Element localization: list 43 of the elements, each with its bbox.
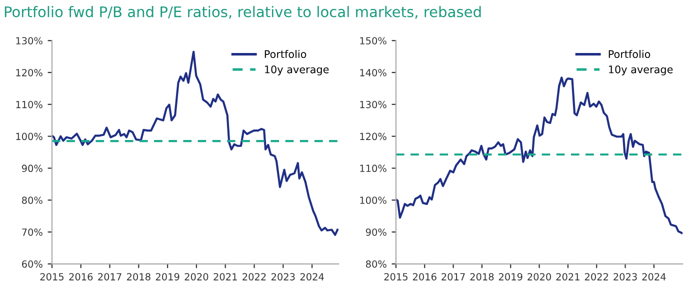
x-tick-label: 2020 — [184, 273, 208, 280]
y-tick-label: 150% — [360, 37, 386, 44]
x-tick-label: 2020 — [528, 273, 552, 280]
y-tick-label: 140% — [360, 68, 386, 76]
y-tick-label: 80% — [22, 196, 42, 204]
x-tick-label: 2021 — [214, 273, 237, 280]
y-tick-label: 120% — [360, 132, 386, 140]
x-tick-label: 2017 — [442, 273, 465, 280]
line-series — [396, 76, 683, 234]
x-tick-label: 2015 — [40, 273, 64, 280]
legend-label: Portfolio — [608, 50, 650, 58]
legend-label: Portfolio — [264, 50, 306, 58]
x-tick-label: 2015 — [384, 273, 408, 280]
x-tick-label: 2019 — [498, 273, 522, 280]
x-tick-label: 2023 — [614, 273, 637, 280]
x-tick-label: 2016 — [69, 273, 93, 280]
y-tick-label: 110% — [16, 100, 42, 108]
y-tick-label: 130% — [360, 100, 386, 108]
legend-label: 10y average — [265, 65, 329, 76]
y-tick-label: 70% — [22, 228, 42, 236]
y-tick-label: 100% — [16, 132, 42, 140]
x-tick-label: 2024 — [300, 273, 324, 280]
x-tick-label: 2017 — [98, 273, 122, 280]
y-tick-label: 130% — [16, 37, 42, 44]
x-tick-label: 2016 — [412, 273, 436, 280]
legend-label: 10y average — [608, 65, 673, 76]
line-series — [52, 50, 339, 236]
y-tick-label: 100% — [360, 196, 386, 204]
y-tick-label: 110% — [360, 164, 386, 172]
chart-title: Portfolio fwd P/B and P/E ratios, relative to local markets, rebased — [4, 6, 481, 19]
x-tick-label: 2018 — [470, 273, 494, 280]
x-tick-label: 2018 — [127, 273, 150, 280]
y-tick-label: 80% — [366, 260, 386, 268]
x-tick-label: 2022 — [584, 273, 608, 280]
x-tick-label: 2022 — [242, 273, 266, 280]
x-tick-label: 2024 — [642, 273, 666, 280]
y-tick-label: 90% — [366, 228, 386, 236]
y-tick-label: 90% — [22, 164, 42, 172]
y-tick-label: 120% — [16, 68, 42, 76]
x-tick-label: 2019 — [156, 273, 180, 280]
x-tick-label: 2023 — [271, 273, 295, 280]
x-tick-label: 2021 — [556, 273, 580, 280]
y-tick-label: 60% — [22, 260, 42, 268]
